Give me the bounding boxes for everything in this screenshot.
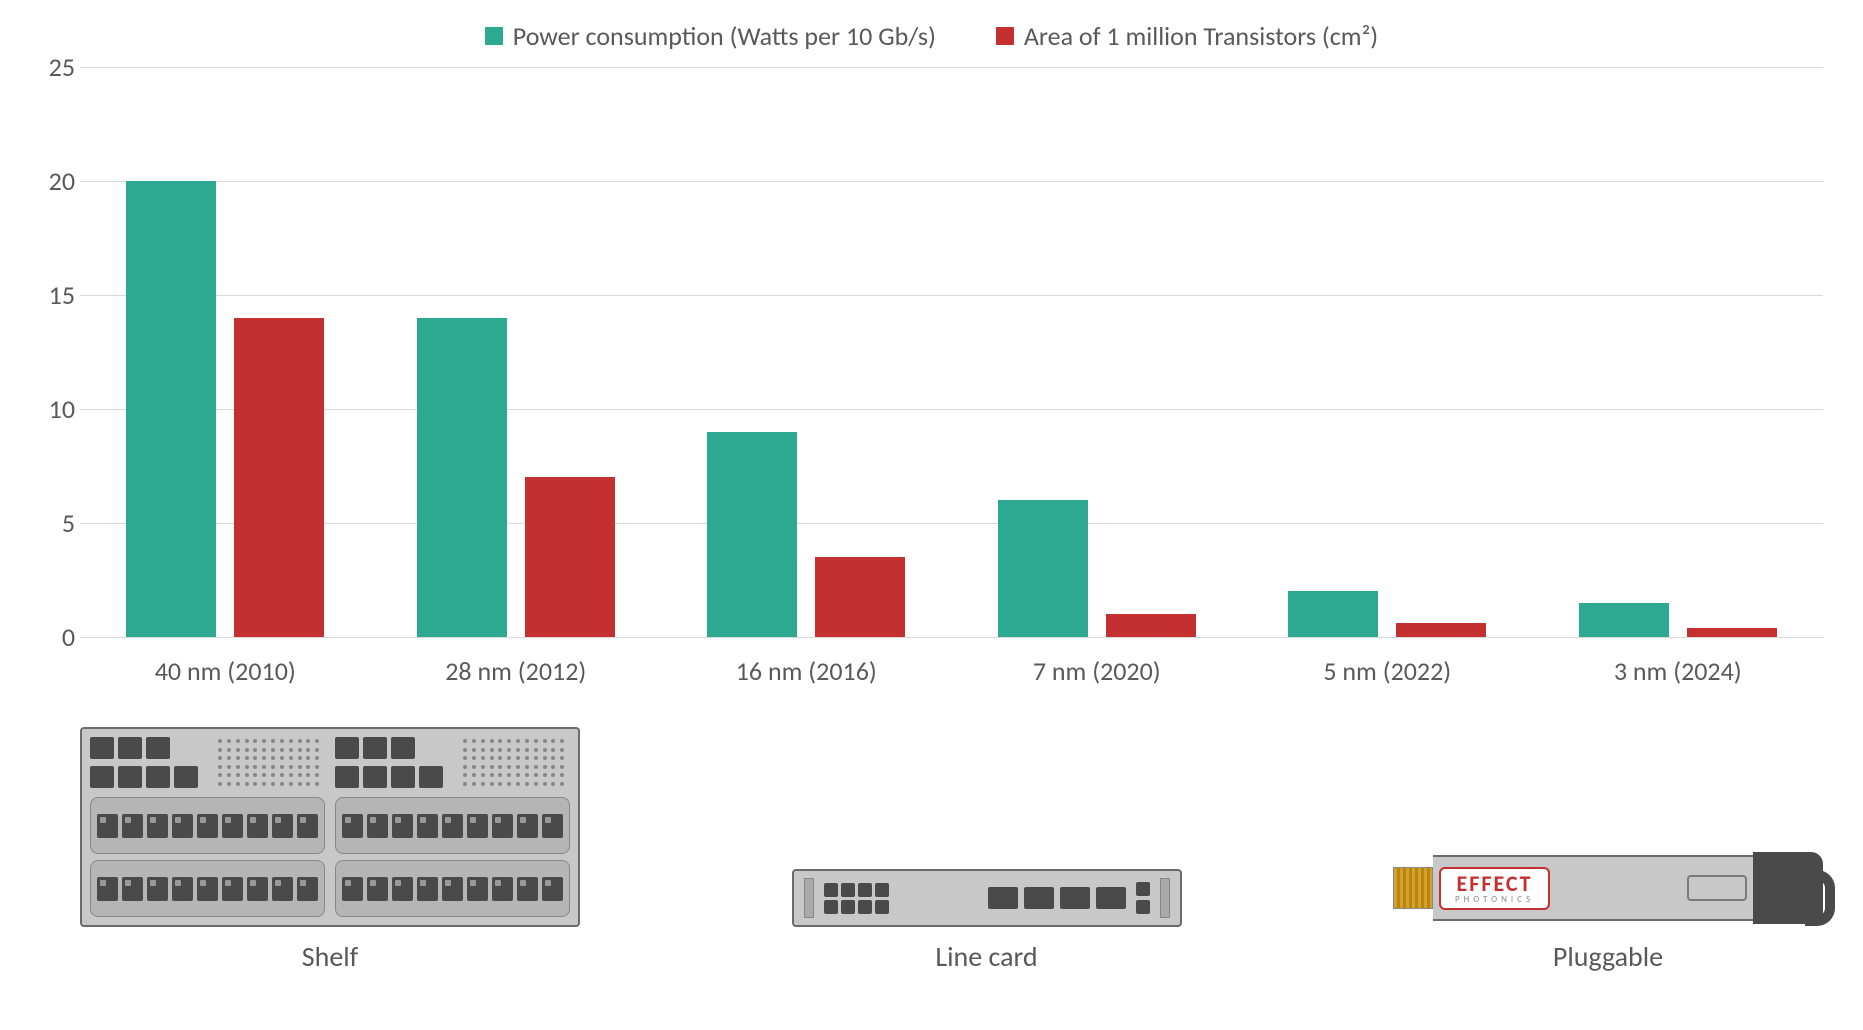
y-tick-label: 5 bbox=[30, 507, 75, 539]
y-axis: 0510152025 bbox=[30, 67, 75, 637]
bars-area bbox=[80, 67, 1823, 637]
category-group bbox=[371, 67, 662, 637]
pluggable-brand: EFFECT bbox=[1455, 873, 1534, 895]
shelf-half-left bbox=[90, 737, 325, 917]
legend-swatch-area bbox=[996, 27, 1014, 45]
y-tick-label: 25 bbox=[30, 51, 75, 83]
devices-row: Shelf Line card bbox=[80, 727, 1823, 974]
plot-area: 0510152025 bbox=[80, 67, 1823, 637]
shelf-half-right bbox=[335, 737, 570, 917]
legend-swatch-power bbox=[485, 27, 503, 45]
y-tick-label: 0 bbox=[30, 621, 75, 653]
bar-area bbox=[815, 557, 905, 637]
bar-power bbox=[126, 181, 216, 637]
chart-legend: Power consumption (Watts per 10 Gb/s) Ar… bbox=[20, 20, 1843, 52]
device-label-pluggable: Pluggable bbox=[1553, 939, 1663, 974]
shelf-icon bbox=[80, 727, 580, 927]
bar-power bbox=[707, 432, 797, 637]
chart-container: Power consumption (Watts per 10 Gb/s) Ar… bbox=[20, 20, 1843, 974]
x-tick-label: 3 nm (2024) bbox=[1533, 655, 1824, 687]
x-tick-label: 7 nm (2020) bbox=[952, 655, 1243, 687]
linecard-icon bbox=[792, 869, 1182, 927]
device-shelf: Shelf bbox=[80, 727, 580, 974]
legend-label-power: Power consumption (Watts per 10 Gb/s) bbox=[513, 20, 936, 52]
category-group bbox=[952, 67, 1243, 637]
gridline bbox=[80, 637, 1823, 638]
bar-power bbox=[1288, 591, 1378, 637]
x-tick-label: 5 nm (2022) bbox=[1242, 655, 1533, 687]
bar-area bbox=[1106, 614, 1196, 637]
bar-area bbox=[1687, 628, 1777, 637]
y-tick-label: 15 bbox=[30, 279, 75, 311]
device-label-shelf: Shelf bbox=[302, 939, 358, 974]
bar-area bbox=[234, 318, 324, 637]
bar-area bbox=[1396, 623, 1486, 637]
x-tick-label: 28 nm (2012) bbox=[371, 655, 662, 687]
bar-power bbox=[417, 318, 507, 637]
bar-power bbox=[998, 500, 1088, 637]
category-group bbox=[80, 67, 371, 637]
bar-area bbox=[525, 477, 615, 637]
x-tick-label: 40 nm (2010) bbox=[80, 655, 371, 687]
y-tick-label: 20 bbox=[30, 165, 75, 197]
category-group bbox=[1242, 67, 1533, 637]
y-tick-label: 10 bbox=[30, 393, 75, 425]
category-group bbox=[661, 67, 952, 637]
pluggable-brand-sub: PHOTONICS bbox=[1455, 895, 1534, 904]
legend-item-area: Area of 1 million Transistors (cm²) bbox=[996, 20, 1378, 52]
category-group bbox=[1533, 67, 1824, 637]
device-linecard: Line card bbox=[792, 869, 1182, 974]
legend-item-power: Power consumption (Watts per 10 Gb/s) bbox=[485, 20, 936, 52]
device-pluggable: EFFECT PHOTONICS Pluggable bbox=[1393, 849, 1823, 974]
x-axis-labels: 40 nm (2010)28 nm (2012)16 nm (2016)7 nm… bbox=[80, 655, 1823, 687]
pluggable-icon: EFFECT PHOTONICS bbox=[1393, 849, 1823, 927]
device-label-linecard: Line card bbox=[935, 939, 1037, 974]
bar-power bbox=[1579, 603, 1669, 637]
legend-label-area: Area of 1 million Transistors (cm²) bbox=[1024, 20, 1378, 52]
x-tick-label: 16 nm (2016) bbox=[661, 655, 952, 687]
